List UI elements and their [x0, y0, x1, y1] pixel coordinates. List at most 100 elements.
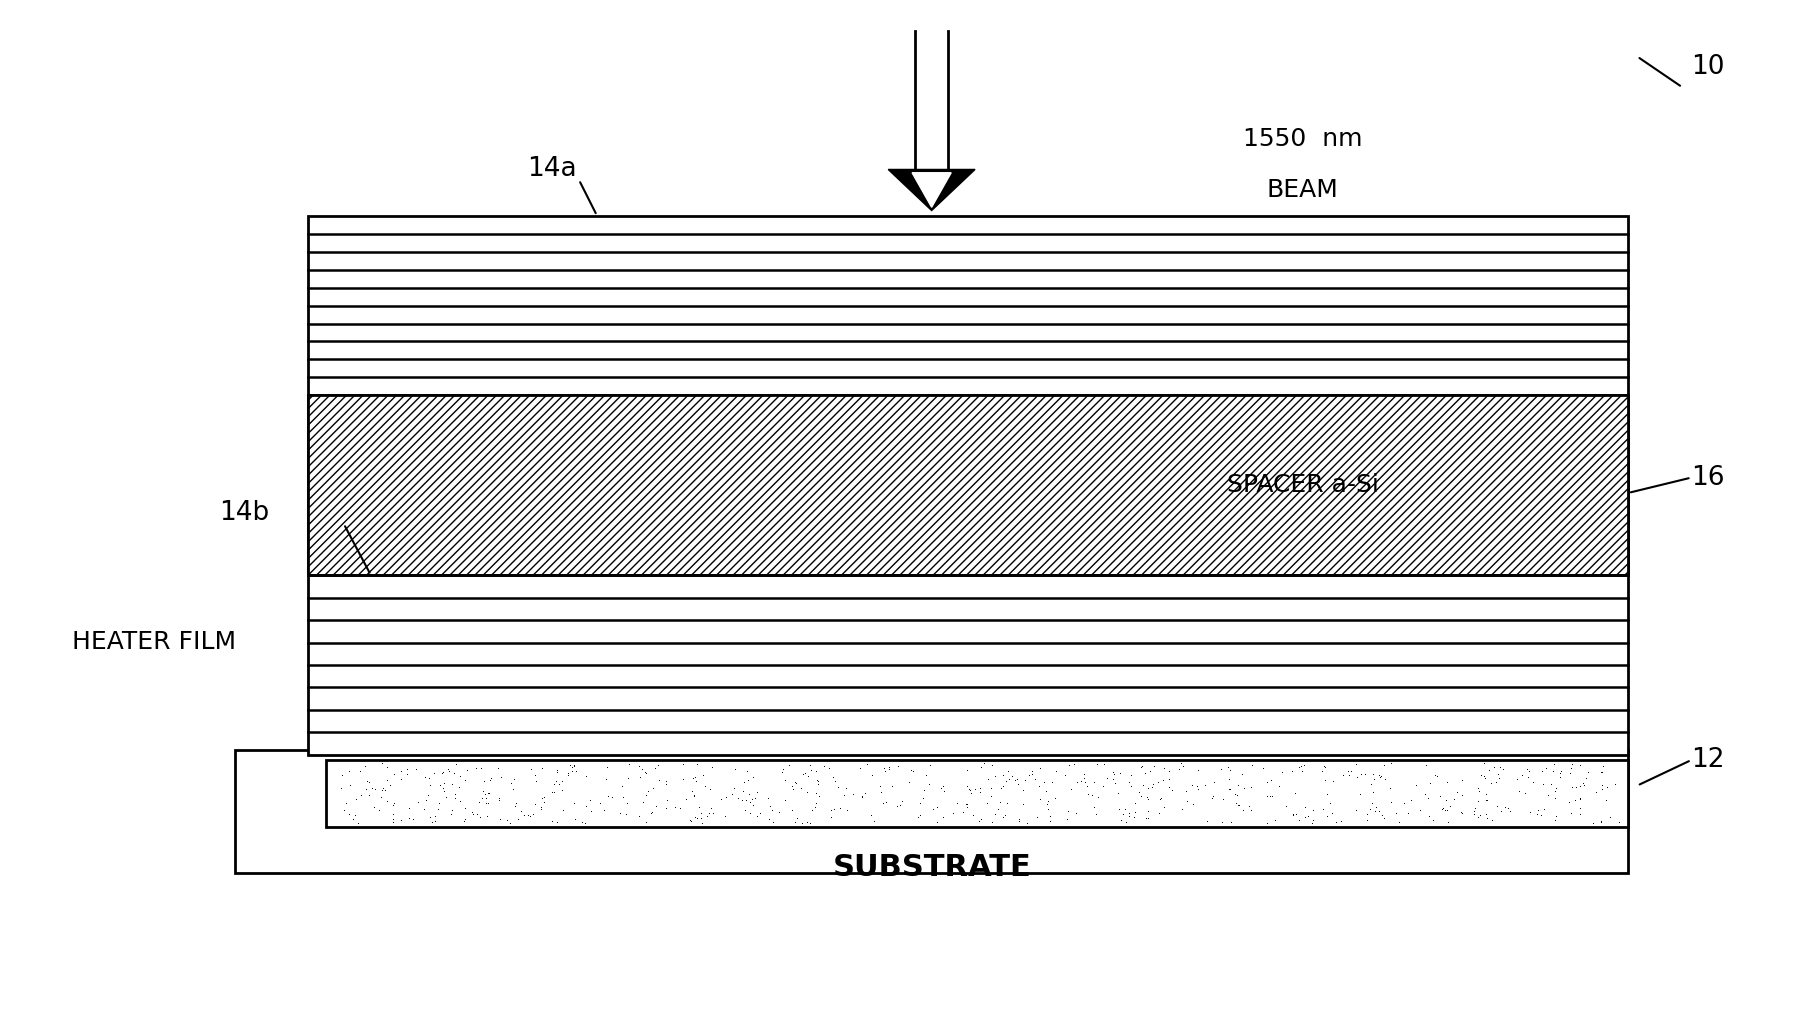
Point [950, 804, 979, 821]
Point [971, 795, 1000, 811]
Point [628, 761, 657, 777]
Point [966, 784, 995, 800]
Point [1116, 777, 1145, 794]
Point [1127, 788, 1156, 804]
Point [1565, 777, 1594, 794]
Point [606, 805, 635, 822]
Point [906, 795, 935, 811]
Point [1541, 811, 1570, 828]
Point [644, 757, 673, 773]
Point [771, 771, 800, 788]
Point [939, 805, 968, 822]
Point [953, 799, 982, 815]
Point [915, 757, 944, 773]
Point [1026, 777, 1055, 794]
Point [1422, 768, 1451, 785]
Point [1286, 758, 1315, 774]
Point [1073, 777, 1102, 794]
Point [964, 812, 993, 829]
Point [758, 814, 787, 831]
Point [474, 786, 503, 802]
Point [467, 809, 496, 826]
Point [630, 794, 658, 810]
Point [1529, 801, 1558, 817]
Point [1178, 776, 1207, 793]
Point [742, 784, 771, 800]
Point [870, 762, 899, 778]
Point [1565, 757, 1594, 773]
Point [1228, 801, 1257, 817]
Point [414, 769, 443, 786]
Point [487, 810, 516, 827]
Point [1221, 786, 1250, 802]
Point [966, 759, 995, 775]
Point [677, 812, 706, 829]
Point [539, 784, 568, 800]
Point [1558, 756, 1586, 772]
Point [1355, 800, 1384, 816]
Point [554, 765, 582, 782]
Point [1312, 807, 1340, 824]
Point [1473, 786, 1501, 802]
Point [1512, 761, 1541, 777]
Point [957, 785, 986, 801]
Point [429, 764, 458, 781]
Point [745, 804, 774, 821]
Point [1308, 763, 1337, 779]
Point [1568, 775, 1597, 792]
Point [528, 789, 557, 805]
Point [1183, 782, 1212, 798]
Point [1290, 757, 1319, 773]
Point [429, 774, 458, 791]
Point [521, 773, 550, 790]
Point [1317, 805, 1346, 822]
Point [832, 801, 861, 817]
Point [1545, 765, 1574, 782]
Point [1565, 805, 1594, 822]
Point [885, 758, 914, 774]
Point [568, 813, 597, 830]
Point [1435, 813, 1463, 830]
Point [517, 760, 546, 776]
Point [1134, 791, 1163, 807]
Point [1516, 804, 1545, 821]
Point [371, 783, 400, 799]
Point [680, 772, 709, 789]
Point [336, 777, 365, 794]
Point [926, 779, 955, 796]
Point [778, 801, 807, 817]
Point [516, 807, 545, 824]
Point [952, 778, 980, 795]
Point [912, 767, 941, 784]
Point [986, 781, 1015, 797]
Point [1574, 764, 1603, 781]
Point [1190, 776, 1219, 793]
Point [1310, 758, 1339, 774]
Point [1055, 757, 1084, 773]
Point [1009, 796, 1038, 812]
Point [959, 806, 988, 823]
Point [507, 803, 535, 820]
Point [344, 814, 373, 831]
Point [1114, 807, 1143, 824]
Point [803, 775, 832, 792]
Point [1556, 765, 1585, 782]
Point [870, 760, 899, 776]
Point [478, 770, 507, 787]
Point [1389, 794, 1418, 810]
Point [327, 767, 356, 784]
Point [548, 782, 577, 798]
Point [1503, 771, 1532, 788]
Point [613, 756, 642, 772]
Point [1169, 801, 1198, 817]
Point [355, 774, 384, 791]
Point [910, 782, 939, 798]
Point [693, 808, 722, 825]
Point [342, 791, 371, 807]
Point [738, 797, 767, 813]
Point [1586, 777, 1615, 794]
Point [472, 807, 501, 824]
Point [537, 812, 566, 829]
Point [682, 810, 711, 827]
Point [809, 758, 838, 774]
